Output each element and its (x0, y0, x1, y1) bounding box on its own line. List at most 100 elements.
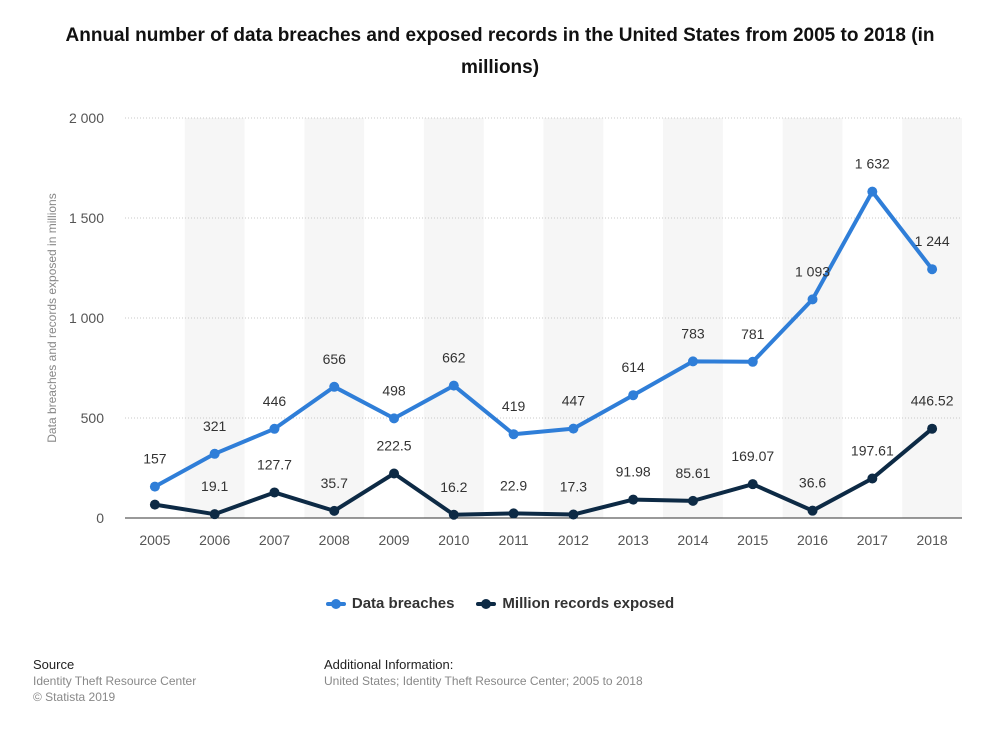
source-name[interactable]: Identity Theft Resource Center (33, 674, 197, 688)
x-tick-label: 2006 (199, 532, 230, 548)
data-point (329, 381, 340, 392)
legend-label-data-breaches: Data breaches (351, 595, 455, 612)
data-label: 222.5 (377, 438, 412, 454)
data-point (448, 380, 459, 391)
data-point (149, 499, 160, 510)
data-point (448, 509, 459, 520)
data-label: 36.6 (799, 475, 826, 491)
data-label: 447 (562, 393, 586, 409)
data-point (687, 495, 698, 506)
x-tick-label: 2011 (499, 532, 529, 548)
plot-band (423, 118, 484, 518)
data-label: 169.07 (731, 448, 774, 464)
data-label: 662 (442, 350, 466, 366)
y-tick-label: 2 000 (69, 110, 104, 126)
source-heading: Source (33, 657, 75, 672)
legend-swatch-data-breaches (325, 598, 346, 609)
plot-band (543, 118, 604, 518)
series-line (153, 189, 934, 489)
x-axis-ticks: 2005 2006 2007 2008 2009 2010 2011 2012 2013 2014… (139, 532, 948, 548)
data-point (628, 390, 639, 401)
data-point (687, 356, 698, 367)
additional-info-text: United States; Identity Theft Resource C… (324, 674, 643, 688)
data-point (628, 494, 639, 505)
x-tick-label: 2013 (618, 532, 649, 548)
data-point (389, 468, 400, 479)
x-tick-label: 2005 (139, 532, 170, 548)
x-tick-label: 2008 (319, 532, 350, 548)
chart-title: Annual number of data breaches and expos… (65, 25, 935, 78)
y-axis-label: Data breaches and records exposed in mil… (45, 193, 59, 442)
line-chart: 0 500 1 000 1 500 2 000 2005 2006 2007 2008 2009… (45, 110, 962, 548)
legend-item-data-breaches[interactable]: Data breaches (325, 595, 455, 612)
data-point (807, 294, 818, 305)
data-label: 446.52 (911, 393, 954, 409)
data-point (747, 356, 758, 367)
x-tick-label: 2014 (677, 532, 708, 548)
series-group (149, 186, 938, 520)
data-label: 783 (681, 325, 705, 341)
data-point (269, 423, 280, 434)
data-label: 85.61 (675, 465, 710, 481)
data-label: 446 (263, 393, 287, 409)
data-label: 498 (382, 382, 406, 398)
data-label: 127.7 (257, 456, 292, 472)
x-tick-label: 2012 (558, 532, 589, 548)
data-point (867, 186, 878, 197)
data-point (149, 481, 160, 492)
legend-item-records-exposed[interactable]: Million records exposed (476, 595, 674, 612)
data-point (867, 473, 878, 484)
data-label: 1 093 (795, 263, 830, 279)
data-point (269, 487, 280, 498)
y-tick-label: 500 (81, 410, 105, 426)
source-block: Source Identity Theft Resource Center © … (33, 657, 196, 705)
x-tick-label: 2010 (438, 532, 469, 548)
y-axis-ticks: 0 500 1 000 1 500 2 000 (69, 110, 104, 526)
data-label: 16.2 (440, 479, 467, 495)
legend-swatch-records-exposed (476, 598, 497, 609)
data-point (508, 508, 519, 519)
additional-info-heading[interactable]: Additional Information: (324, 657, 454, 672)
data-label: 22.9 (500, 477, 527, 493)
x-tick-label: 2007 (259, 532, 290, 548)
data-label: 781 (741, 326, 765, 342)
data-label: 614 (621, 359, 645, 375)
data-point (209, 509, 220, 520)
data-label: 17.3 (560, 479, 587, 495)
data-point (508, 429, 519, 440)
series-line (154, 427, 934, 517)
data-label: 19.1 (201, 478, 228, 494)
data-label: 1 632 (855, 156, 890, 172)
additional-info-block: Additional Information: United States; I… (324, 657, 643, 689)
data-point (209, 448, 220, 459)
data-point (329, 505, 340, 516)
plot-band (304, 118, 365, 518)
x-tick-label: 2017 (857, 532, 888, 548)
data-label: 419 (502, 398, 526, 414)
gridlines (125, 117, 962, 519)
x-tick-label: 2018 (917, 532, 948, 548)
data-point (568, 423, 579, 434)
data-label: 157 (143, 451, 167, 467)
legend-label-records-exposed: Million records exposed (502, 595, 675, 612)
data-label: 321 (203, 418, 227, 434)
data-point (747, 479, 758, 490)
data-point (807, 505, 818, 516)
data-label: 91.98 (616, 464, 651, 480)
data-label: 35.7 (321, 475, 348, 491)
x-tick-label: 2016 (797, 532, 828, 548)
data-labels: 157 321 446 656 498 662 419 447 614 783 781 1 093 1 … (143, 156, 954, 495)
x-tick-label: 2009 (378, 532, 409, 548)
data-point (568, 509, 579, 520)
data-point (927, 264, 938, 275)
copyright: © Statista 2019 (33, 690, 116, 704)
data-label: 197.61 (851, 442, 894, 458)
data-point (927, 423, 938, 434)
data-point (389, 413, 400, 424)
x-tick-label: 2015 (737, 532, 768, 548)
data-label: 1 244 (915, 233, 950, 249)
y-tick-label: 1 500 (69, 210, 104, 226)
data-label: 656 (323, 351, 347, 367)
legend: Data breaches Million records exposed (0, 595, 1000, 612)
y-tick-label: 1 000 (69, 310, 104, 326)
